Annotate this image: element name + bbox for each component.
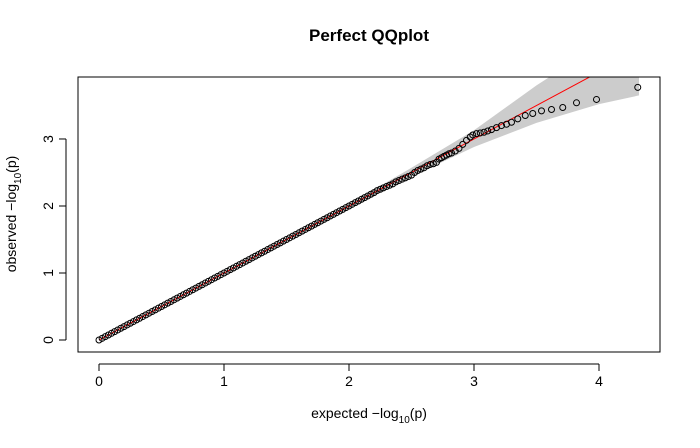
- y-tick-label: 2: [40, 202, 56, 210]
- point: [548, 105, 555, 113]
- y-label-tail: (p): [3, 156, 19, 173]
- point: [376, 185, 384, 193]
- point: [521, 112, 529, 120]
- point: [573, 99, 580, 107]
- point: [469, 131, 477, 139]
- x-tick-label: 0: [95, 373, 103, 389]
- chart-title: Perfect QQplot: [309, 26, 429, 45]
- point: [484, 127, 492, 135]
- point: [514, 115, 522, 123]
- point: [379, 184, 387, 192]
- y-tick-label: 3: [40, 135, 56, 143]
- point: [423, 162, 431, 170]
- y-label-sub: 10: [13, 172, 24, 184]
- point: [538, 107, 545, 115]
- plot-area: [95, 77, 642, 344]
- x-tick-label: 3: [470, 373, 478, 389]
- point: [634, 83, 642, 91]
- x-label-sub: 10: [399, 415, 411, 426]
- point: [508, 118, 515, 126]
- point: [593, 95, 600, 103]
- y-label-text: observed −log: [3, 184, 19, 272]
- point: [373, 187, 381, 195]
- point: [498, 122, 505, 130]
- point: [476, 129, 484, 137]
- point: [414, 166, 422, 174]
- point: [459, 140, 467, 148]
- point: [473, 130, 480, 138]
- point: [429, 160, 437, 168]
- y-axis-label: observed −log10(p): [3, 156, 24, 273]
- point: [395, 177, 403, 185]
- confidence-band: [99, 77, 639, 341]
- point: [417, 165, 425, 173]
- point: [426, 160, 434, 168]
- point: [404, 173, 412, 181]
- x-label-text: expected −log: [311, 405, 399, 421]
- point: [386, 181, 394, 189]
- x-tick-label: 4: [595, 373, 603, 389]
- point: [455, 144, 463, 152]
- point: [448, 149, 455, 157]
- y-tick-label: 0: [40, 336, 56, 344]
- y-tick-label: 1: [40, 269, 56, 277]
- x-label-tail: (p): [410, 405, 427, 421]
- x-tick-label: 2: [345, 373, 353, 389]
- x-tick-label: 1: [220, 373, 228, 389]
- x-axis-label: expected −log10(p): [311, 405, 427, 426]
- point: [529, 110, 537, 118]
- point: [401, 174, 409, 182]
- point: [559, 103, 567, 111]
- plot-box: [77, 76, 661, 353]
- point: [480, 128, 488, 136]
- point: [383, 183, 390, 191]
- point: [392, 178, 400, 186]
- point: [398, 175, 406, 183]
